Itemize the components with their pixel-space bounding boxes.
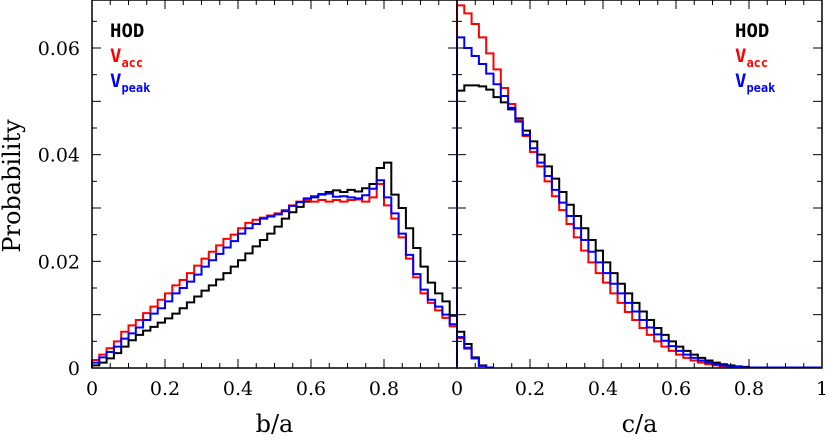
legend-entry: Vpeak: [735, 70, 776, 95]
x-axis-label: b/a: [256, 410, 294, 438]
x-tick-label: 0.6: [661, 378, 691, 400]
legend-entry: HOD: [110, 20, 144, 42]
x-tick-label: 0.2: [515, 378, 545, 400]
y-tick-label: 0.04: [38, 145, 80, 167]
y-tick-label: 0: [68, 358, 80, 380]
x-tick-label: 0.8: [734, 378, 764, 400]
histogram-series-v-peak: [456, 36, 822, 369]
x-tick-label: 0: [451, 378, 463, 400]
histogram-series-v-peak: [91, 179, 494, 369]
legend-entry: Vacc: [735, 45, 768, 70]
legend-entry: HOD: [735, 20, 769, 42]
x-tick-label: 0.8: [369, 378, 399, 400]
x-tick-label: 0.6: [296, 378, 326, 400]
y-axis-label: Probability: [0, 119, 26, 253]
legend-entry: Vacc: [110, 45, 143, 70]
x-tick-label: 0.2: [150, 378, 180, 400]
y-tick-label: 0.06: [38, 38, 80, 60]
x-tick-label: 0.4: [588, 378, 618, 400]
x-axis-label: c/a: [622, 410, 658, 438]
histogram-series-hod: [91, 161, 494, 369]
x-tick-label: 0.4: [223, 378, 253, 400]
x-tick-label: 0: [86, 378, 98, 400]
y-tick-label: 0.02: [38, 251, 80, 273]
x-tick-label: 1: [816, 378, 828, 400]
legend-entry: Vpeak: [110, 70, 151, 95]
